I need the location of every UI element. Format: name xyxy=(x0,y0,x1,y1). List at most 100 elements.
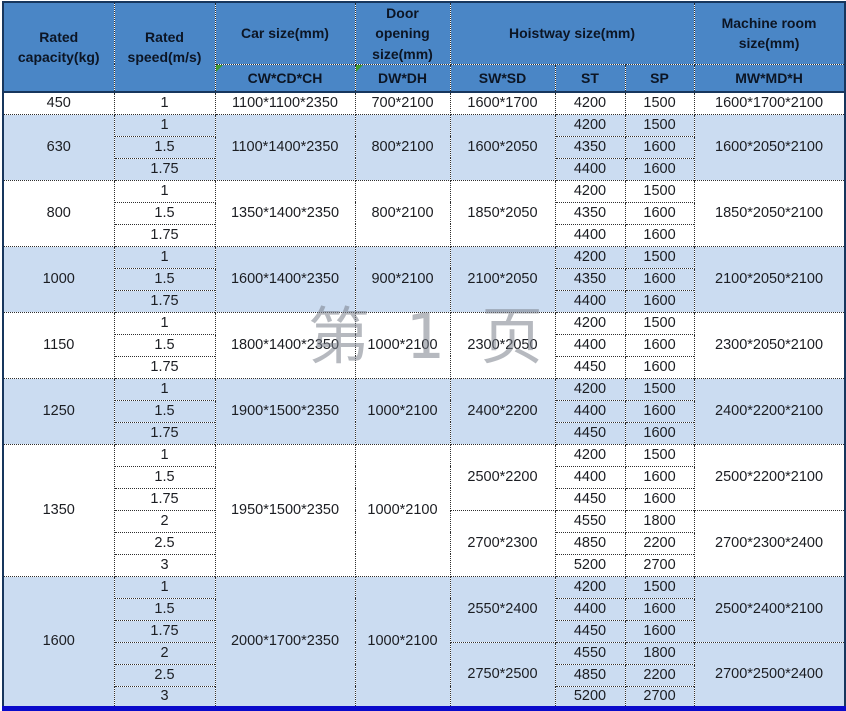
hoistway-st-cell: 4550 xyxy=(554,509,626,533)
speed-cell: 2.5 xyxy=(113,663,216,687)
speed-cell: 2.5 xyxy=(113,531,216,555)
hoistway-st-cell: 4350 xyxy=(554,135,626,159)
hoistway-swsd-cell: 2550*2400 xyxy=(449,575,556,643)
machine-room-cell: 2400*2200*2100 xyxy=(693,377,846,445)
subheader-sw-sd: SW*SD xyxy=(449,63,556,93)
hoistway-st-cell: 4400 xyxy=(554,597,626,621)
hoistway-sp-cell: 1600 xyxy=(624,421,695,445)
speed-cell: 3 xyxy=(113,685,216,709)
hoistway-st-cell: 4200 xyxy=(554,245,626,269)
table-row: 1150 1 1800*1400*2350 1000*2100 2300*2050 420… xyxy=(2,311,846,379)
subheader-cw-cd-ch-label: CW*CD*CH xyxy=(247,69,323,86)
hoistway-st-cell: 4400 xyxy=(554,157,626,181)
hoistway-st-cell: 4200 xyxy=(554,575,626,599)
table-row: 2.5 4850 2200 xyxy=(3,531,845,555)
car-size-cell: 2000*1700*2350 xyxy=(214,575,356,709)
hoistway-sp-cell: 2200 xyxy=(624,663,695,687)
table-row: 1.75 4450 1600 xyxy=(3,421,845,445)
hoistway-swsd-cell: 2100*2050 xyxy=(449,245,556,313)
machine-room-cell: 2700*2300*2400 xyxy=(693,509,846,577)
hoistway-swsd-cell: 1600*2050 xyxy=(449,113,556,181)
door-size-cell: 1000*2100 xyxy=(354,443,451,577)
hoistway-sp-cell: 1600 xyxy=(624,487,695,511)
hoistway-sp-cell: 1800 xyxy=(624,509,695,533)
hoistway-st-cell: 4450 xyxy=(554,619,626,643)
hoistway-sp-cell: 1500 xyxy=(624,377,695,401)
capacity-cell: 1250 xyxy=(2,377,115,445)
hoistway-st-cell: 4400 xyxy=(554,333,626,357)
capacity-cell: 1600 xyxy=(2,575,115,709)
capacity-cell: 630 xyxy=(2,113,115,181)
speed-cell: 1.5 xyxy=(113,465,216,489)
subheader-cw-cd-ch: CW*CD*CH xyxy=(214,63,356,93)
car-size-cell: 1800*1400*2350 xyxy=(214,311,356,379)
hoistway-sp-cell: 1600 xyxy=(624,135,695,159)
machine-room-cell: 2500*2400*2100 xyxy=(693,575,846,643)
hoistway-sp-cell: 1600 xyxy=(624,223,695,247)
hoistway-sp-cell: 2700 xyxy=(624,685,695,709)
hoistway-st-cell: 4200 xyxy=(554,91,626,115)
hoistway-swsd-cell: 2500*2200 xyxy=(449,443,556,511)
speed-cell: 1.5 xyxy=(113,333,216,357)
table-row: 1.5 4400 1600 xyxy=(3,333,845,357)
speed-cell: 1.5 xyxy=(113,201,216,225)
table-row: 1.5 4400 1600 xyxy=(3,465,845,489)
speed-cell: 1.75 xyxy=(113,619,216,643)
hoistway-swsd-cell: 2300*2050 xyxy=(449,311,556,379)
hoistway-sp-cell: 1600 xyxy=(624,399,695,423)
machine-room-cell: 1600*2050*2100 xyxy=(693,113,846,181)
car-size-cell: 1600*1400*2350 xyxy=(214,245,356,313)
table-row: 2 2750*2500 4550 1800 2700*2500*2400 xyxy=(3,641,846,709)
table-row: 1.75 4400 1600 xyxy=(3,289,845,313)
spec-table-header: Rated capacity(kg) Rated speed(m/s) Car … xyxy=(2,1,846,93)
hoistway-st-cell: 4550 xyxy=(554,641,626,665)
machine-room-cell: 2500*2200*2100 xyxy=(693,443,846,511)
speed-cell: 2 xyxy=(113,509,216,533)
hoistway-sp-cell: 1500 xyxy=(624,245,695,269)
speed-cell: 1.75 xyxy=(113,223,216,247)
hoistway-st-cell: 5200 xyxy=(554,685,626,709)
green-corner-flag-icon xyxy=(356,65,363,72)
speed-cell: 1 xyxy=(113,113,216,137)
hoistway-st-cell: 4200 xyxy=(554,311,626,335)
speed-cell: 1 xyxy=(113,91,216,115)
speed-cell: 1.75 xyxy=(113,421,216,445)
table-row: 1000 1 1600*1400*2350 900*2100 2100*2050 4200… xyxy=(2,245,846,313)
capacity-cell: 1150 xyxy=(2,311,115,379)
hoistway-st-cell: 4200 xyxy=(554,113,626,137)
table-row: 2 2700*2300 4550 1800 2700*2300*2400 xyxy=(3,509,846,577)
subheader-sp: SP xyxy=(624,63,695,93)
hoistway-sp-cell: 1600 xyxy=(624,465,695,489)
header-rated-capacity: Rated capacity(kg) xyxy=(2,1,115,93)
car-size-cell: 1100*1100*2350 xyxy=(214,91,356,115)
table-row: 1250 1 1900*1500*2350 1000*2100 2400*2200 420… xyxy=(2,377,846,445)
green-corner-flag-icon xyxy=(216,65,223,72)
table-row: 1.75 4400 1600 xyxy=(3,157,845,181)
machine-room-cell: 1850*2050*2100 xyxy=(693,179,846,247)
header-machine-room-size: Machine room size(mm) xyxy=(693,1,846,65)
header-car-size: Car size(mm) xyxy=(214,1,356,65)
hoistway-st-cell: 4450 xyxy=(554,355,626,379)
hoistway-sp-cell: 1500 xyxy=(624,91,695,115)
hoistway-sp-cell: 1500 xyxy=(624,443,695,467)
hoistway-sp-cell: 1500 xyxy=(624,311,695,335)
capacity-cell: 1350 xyxy=(2,443,115,577)
hoistway-sp-cell: 1800 xyxy=(624,641,695,665)
speed-cell: 1.75 xyxy=(113,289,216,313)
hoistway-sp-cell: 1600 xyxy=(624,267,695,291)
table-row: 3 5200 2700 xyxy=(3,685,845,709)
table-row: 1.75 4450 1600 xyxy=(3,487,845,511)
hoistway-sp-cell: 1600 xyxy=(624,355,695,379)
hoistway-sp-cell: 1600 xyxy=(624,201,695,225)
subheader-dw-dh: DW*DH xyxy=(354,63,451,93)
table-row: 1350 1 1950*1500*2350 1000*2100 2500*2200 420… xyxy=(2,443,846,577)
speed-cell: 1 xyxy=(113,179,216,203)
hoistway-sp-cell: 2200 xyxy=(624,531,695,555)
door-size-cell: 1000*2100 xyxy=(354,575,451,709)
speed-cell: 1.5 xyxy=(113,267,216,291)
hoistway-swsd-cell: 1600*1700 xyxy=(449,91,556,115)
hoistway-sp-cell: 1600 xyxy=(624,157,695,181)
table-row: 800 1 1350*1400*2350 800*2100 1850*2050 4200 1… xyxy=(2,179,846,247)
hoistway-sp-cell: 1500 xyxy=(624,113,695,137)
